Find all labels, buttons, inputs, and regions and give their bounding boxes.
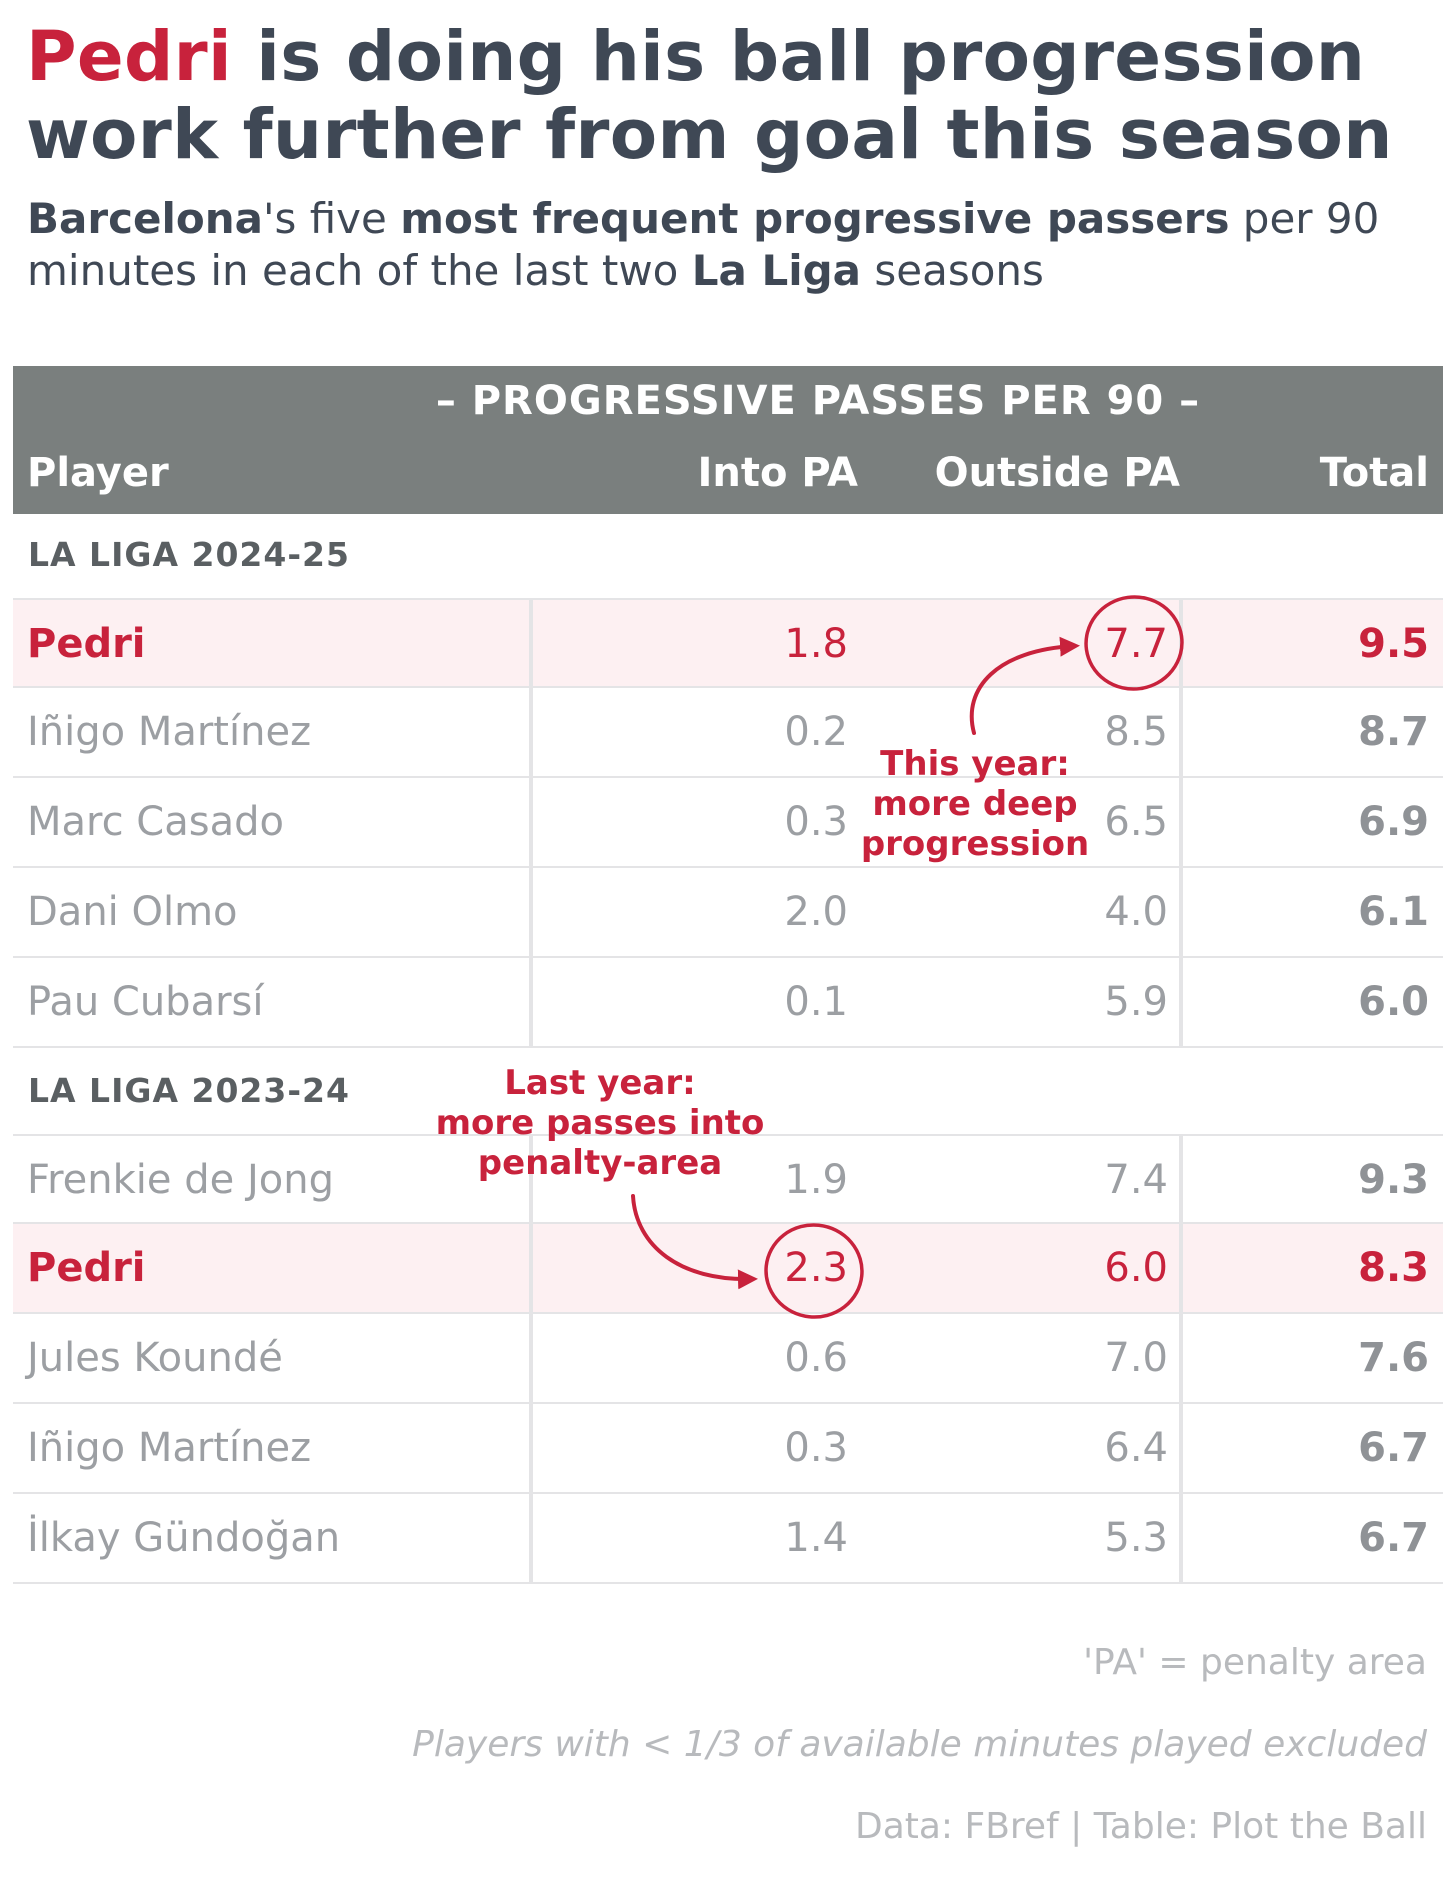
cell-into-pa: 0.6 bbox=[784, 1335, 848, 1381]
cell-total: 7.6 bbox=[1358, 1335, 1429, 1381]
cell-outside-pa: 5.9 bbox=[1104, 979, 1168, 1025]
annotation-line: more deep bbox=[872, 784, 1078, 824]
cell-player: Dani Olmo bbox=[27, 889, 238, 935]
annotation-last-year: Last year: more passes into penalty-area bbox=[430, 1063, 770, 1183]
cell-outside-pa: 6.4 bbox=[1104, 1425, 1168, 1471]
section-label-2023-24: LA LIGA 2023-24 bbox=[28, 1071, 350, 1110]
cell-player: Pedri bbox=[27, 1245, 146, 1291]
section-label-2024-25: LA LIGA 2024-25 bbox=[28, 535, 350, 574]
table-header: – PROGRESSIVE PASSES PER 90 – Player Int… bbox=[13, 366, 1443, 514]
cell-into-pa: 0.3 bbox=[784, 799, 848, 845]
source-credit: Data: FBref | Table: Plot the Ball bbox=[854, 1806, 1427, 1847]
annotation-line: This year: bbox=[880, 744, 1070, 784]
cell-outside-pa: 8.5 bbox=[1104, 709, 1168, 755]
cell-total: 8.7 bbox=[1358, 709, 1429, 755]
cell-outside-pa: 4.0 bbox=[1104, 889, 1168, 935]
cell-player: Marc Casado bbox=[27, 799, 284, 845]
cell-into-pa: 1.4 bbox=[784, 1515, 848, 1561]
cell-outside-pa: 6.5 bbox=[1104, 799, 1168, 845]
cell-player: Pau Cubarsí bbox=[27, 979, 264, 1025]
cell-into-pa: 1.8 bbox=[784, 621, 848, 667]
cell-player: Jules Koundé bbox=[27, 1335, 283, 1381]
chart-title: Pedri is doing his ball progression work… bbox=[26, 18, 1436, 174]
cell-player: Frenkie de Jong bbox=[27, 1157, 334, 1203]
subtitle-part-3: most frequent progressive passers bbox=[400, 194, 1230, 243]
cell-player: Iñigo Martínez bbox=[27, 1425, 312, 1471]
column-divider bbox=[529, 1134, 533, 1584]
title-highlight: Pedri bbox=[26, 17, 232, 97]
table-row: Jules Koundé 0.6 7.0 7.6 bbox=[13, 1314, 1443, 1404]
subtitle-part-4: per 90 minutes in each of the last two bbox=[27, 194, 1380, 295]
cell-player: İlkay Gündoğan bbox=[27, 1515, 341, 1561]
cell-total: 6.7 bbox=[1358, 1425, 1429, 1471]
table-row: Iñigo Martínez 0.3 6.4 6.7 bbox=[13, 1404, 1443, 1494]
subtitle-part-1: Barcelona bbox=[27, 194, 263, 243]
table-row: İlkay Gündoğan 1.4 5.3 6.7 bbox=[13, 1494, 1443, 1584]
title-rest: is doing his ball progression work furth… bbox=[26, 17, 1393, 175]
cell-player: Pedri bbox=[27, 621, 146, 667]
footnote-minutes: Players with < 1/3 of available minutes … bbox=[412, 1724, 1427, 1765]
cell-into-pa: 1.9 bbox=[784, 1157, 848, 1203]
annotation-this-year: This year: more deep progression bbox=[840, 744, 1110, 864]
cell-outside-pa: 7.0 bbox=[1104, 1335, 1168, 1381]
cell-outside-pa: 7.7 bbox=[1104, 621, 1168, 667]
cell-into-pa: 2.0 bbox=[784, 889, 848, 935]
column-header-player: Player bbox=[27, 450, 169, 496]
footnote-pa: 'PA' = penalty area bbox=[1083, 1642, 1427, 1683]
cell-into-pa: 0.2 bbox=[784, 709, 848, 755]
column-header-into-pa: Into PA bbox=[697, 450, 859, 496]
subtitle-part-2: 's five bbox=[262, 194, 401, 243]
cell-total: 8.3 bbox=[1358, 1245, 1429, 1291]
cell-total: 6.1 bbox=[1358, 889, 1429, 935]
cell-outside-pa: 7.4 bbox=[1104, 1157, 1168, 1203]
table-row: Pau Cubarsí 0.1 5.9 6.0 bbox=[13, 958, 1443, 1048]
column-header-outside-pa: Outside PA bbox=[934, 450, 1180, 496]
table-row: Marc Casado 0.3 6.5 6.9 bbox=[13, 778, 1443, 868]
table-row: Dani Olmo 2.0 4.0 6.1 bbox=[13, 868, 1443, 958]
chart-subtitle: Barcelona's five most frequent progressi… bbox=[27, 193, 1427, 297]
cell-total: 9.3 bbox=[1358, 1157, 1429, 1203]
cell-total: 9.5 bbox=[1358, 621, 1429, 667]
column-header-total: Total bbox=[1319, 450, 1429, 496]
subtitle-part-6: seasons bbox=[861, 246, 1044, 295]
annotation-line: more passes into bbox=[435, 1103, 765, 1143]
cell-total: 6.0 bbox=[1358, 979, 1429, 1025]
column-divider bbox=[1179, 1134, 1183, 1584]
cell-total: 6.7 bbox=[1358, 1515, 1429, 1561]
cell-into-pa: 0.3 bbox=[784, 1425, 848, 1471]
annotation-line: progression bbox=[860, 824, 1090, 864]
cell-into-pa: 0.1 bbox=[784, 979, 848, 1025]
cell-player: Iñigo Martínez bbox=[27, 709, 312, 755]
table-row: Pedri 2.3 6.0 8.3 bbox=[13, 1224, 1443, 1314]
table-row: Pedri 1.8 7.7 9.5 bbox=[13, 598, 1443, 688]
column-divider bbox=[1179, 598, 1183, 1048]
cell-total: 6.9 bbox=[1358, 799, 1429, 845]
table-row: Iñigo Martínez 0.2 8.5 8.7 bbox=[13, 688, 1443, 778]
column-divider bbox=[529, 598, 533, 1048]
annotation-line: Last year: bbox=[504, 1063, 696, 1103]
subtitle-part-5: La Liga bbox=[691, 246, 862, 295]
cell-outside-pa: 5.3 bbox=[1104, 1515, 1168, 1561]
cell-into-pa: 2.3 bbox=[784, 1245, 848, 1291]
annotation-line: penalty-area bbox=[477, 1143, 723, 1183]
column-group-label: – PROGRESSIVE PASSES PER 90 – bbox=[435, 378, 1201, 424]
cell-outside-pa: 6.0 bbox=[1104, 1245, 1168, 1291]
